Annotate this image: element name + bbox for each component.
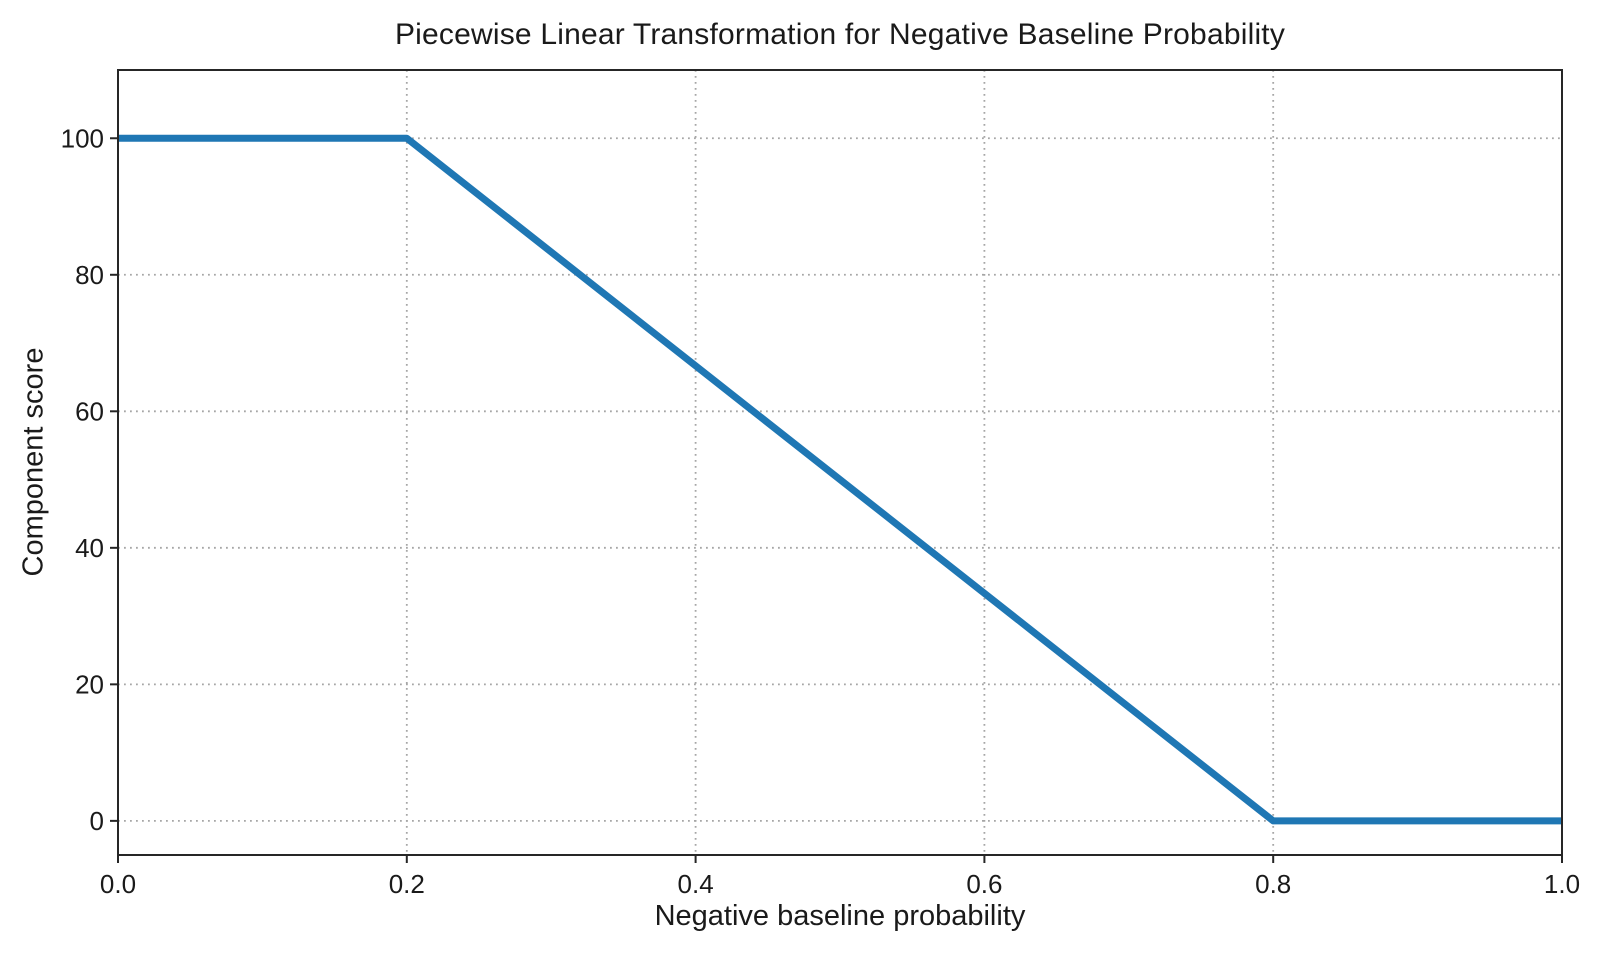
x-tick-label: 0.2 (389, 869, 425, 899)
y-tick-label: 0 (90, 806, 104, 836)
y-tick-label: 40 (75, 533, 104, 563)
chart-title: Piecewise Linear Transformation for Nega… (394, 18, 1286, 51)
y-tick-label: 20 (75, 669, 104, 699)
series-line-piecewise-linear-transform (118, 134, 1562, 825)
x-tick-label: 0.0 (100, 869, 136, 899)
y-axis-label: Component score (17, 347, 50, 577)
y-tick-label: 60 (75, 396, 104, 426)
y-tick-label: 100 (61, 123, 104, 153)
y-tick-label: 80 (75, 260, 104, 290)
x-tick-label: 0.6 (966, 869, 1002, 899)
axes-spines (117, 69, 1563, 856)
x-tick-label: 1.0 (1544, 869, 1580, 899)
x-tick-label: 0.8 (1255, 869, 1291, 899)
x-axis-label: Negative baseline probability (654, 900, 1026, 932)
x-tick-label: 0.4 (678, 869, 714, 899)
